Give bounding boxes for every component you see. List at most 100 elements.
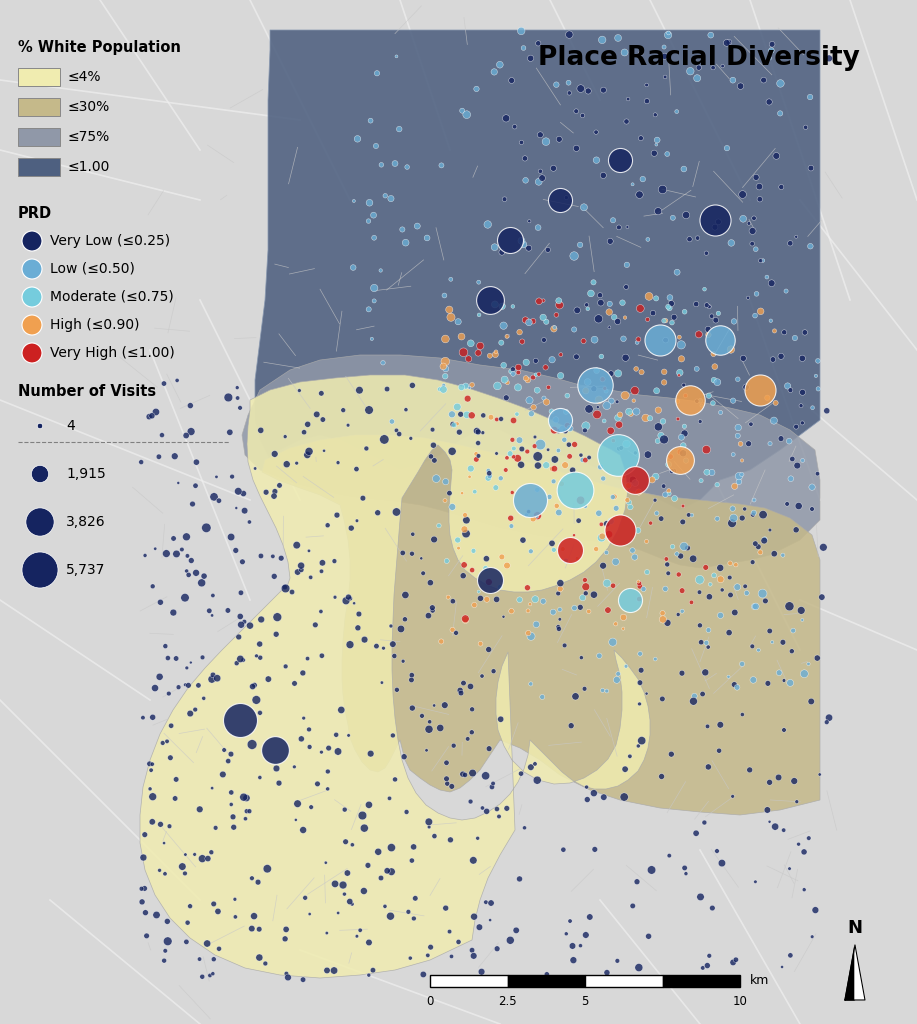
Point: [735, 453, 749, 469]
Point: [259, 484, 273, 501]
Point: [329, 727, 344, 743]
Point: [337, 802, 352, 818]
Point: [789, 228, 803, 245]
Point: [458, 525, 473, 542]
Point: [573, 237, 588, 253]
Point: [578, 499, 592, 515]
Point: [678, 860, 692, 877]
Point: [514, 232, 529, 249]
Point: [483, 912, 498, 929]
Point: [178, 847, 193, 863]
Point: [820, 402, 834, 419]
Point: [497, 191, 512, 208]
Point: [471, 274, 486, 291]
Point: [279, 922, 293, 938]
Point: [471, 447, 486, 464]
Point: [641, 231, 656, 248]
Point: [457, 521, 471, 538]
Point: [148, 680, 162, 696]
Point: [727, 677, 742, 693]
Point: [714, 971, 729, 987]
Point: [551, 586, 566, 602]
Point: [787, 773, 801, 790]
Point: [436, 381, 451, 397]
Point: [551, 423, 566, 439]
Point: [138, 904, 153, 921]
Point: [152, 862, 167, 879]
Point: [581, 450, 596, 466]
Point: [602, 319, 617, 336]
Point: [524, 543, 538, 559]
Point: [727, 604, 742, 621]
Point: [625, 471, 640, 487]
Point: [616, 609, 631, 626]
Point: [521, 603, 536, 620]
Point: [144, 762, 159, 778]
Point: [135, 894, 149, 910]
Point: [725, 72, 740, 88]
Point: [713, 332, 727, 348]
Point: [573, 938, 588, 954]
Point: [609, 500, 624, 516]
Point: [467, 597, 481, 613]
Point: [708, 212, 723, 228]
Point: [582, 908, 597, 925]
Point: [504, 73, 519, 89]
Point: [786, 623, 801, 639]
Point: [701, 639, 715, 655]
Point: [270, 609, 284, 626]
Point: [598, 380, 613, 396]
Point: [611, 30, 625, 46]
Point: [580, 374, 595, 390]
Point: [350, 620, 365, 636]
Point: [224, 528, 238, 545]
Point: [487, 239, 502, 255]
Point: [483, 895, 498, 911]
Point: [367, 280, 381, 296]
Point: [518, 172, 533, 188]
Point: [635, 732, 649, 749]
Point: [148, 541, 162, 557]
Point: [693, 414, 708, 430]
Point: [795, 350, 810, 367]
Point: [790, 794, 804, 810]
Point: [530, 509, 545, 525]
Point: [805, 399, 820, 416]
Point: [528, 591, 543, 607]
Point: [465, 377, 480, 393]
Point: [727, 478, 742, 495]
Point: [657, 364, 671, 380]
Point: [545, 536, 559, 552]
Point: [808, 902, 823, 919]
Point: [197, 568, 212, 585]
Point: [473, 338, 488, 354]
Point: [583, 286, 598, 302]
Point: [468, 483, 482, 500]
Point: [499, 111, 514, 127]
Point: [227, 891, 242, 907]
Point: [686, 551, 701, 567]
Point: [234, 585, 249, 601]
Point: [600, 574, 614, 591]
Point: [646, 145, 661, 162]
Point: [492, 56, 507, 73]
Point: [783, 382, 798, 398]
Point: [329, 507, 344, 523]
Point: [640, 564, 655, 581]
Point: [505, 484, 520, 501]
Point: [809, 368, 823, 384]
Point: [658, 332, 673, 348]
Point: [682, 392, 697, 409]
Point: [593, 295, 608, 311]
Point: [476, 408, 491, 424]
Point: [737, 501, 752, 517]
Point: [677, 161, 691, 177]
Point: [236, 652, 250, 669]
Point: [667, 309, 681, 326]
Point: [233, 608, 248, 625]
Bar: [18, 68, 60, 86]
Point: [242, 514, 257, 530]
Point: [703, 27, 718, 43]
Point: [581, 603, 596, 620]
Point: [734, 78, 748, 94]
